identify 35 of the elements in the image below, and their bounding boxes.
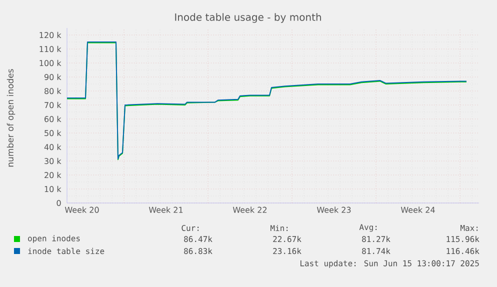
y-tick-label: 60 k xyxy=(44,116,62,122)
y-tick-label: 100 k xyxy=(40,60,62,66)
x-tick-label: Week 23 xyxy=(316,206,351,213)
y-tick-label: 110 k xyxy=(40,46,62,52)
text: Max: xyxy=(460,225,478,231)
y-tick-label: 10 k xyxy=(44,186,62,192)
text: 86.83k xyxy=(184,248,212,254)
text: Cur: xyxy=(182,224,199,232)
text: 81.74k xyxy=(362,248,390,254)
y-tick-label: 30 k xyxy=(44,158,62,164)
chart-title: Inode table usage - by month xyxy=(175,13,321,23)
text: 23.16k xyxy=(273,248,302,254)
text: Last update: Sun Jun 15 13:00:17 2025 xyxy=(300,260,479,268)
legend-label: open inodes xyxy=(28,235,80,243)
y-tick-label: 70 k xyxy=(44,102,62,108)
x-tick-label: Week 22 xyxy=(232,206,267,213)
y-tick-label: 20 k xyxy=(44,172,62,178)
legend-label: inode table size xyxy=(28,248,104,254)
text: 81.27k xyxy=(362,236,390,242)
text: Avg: xyxy=(359,224,377,232)
y-tick-label: 90 k xyxy=(44,74,62,80)
y-tick-label: 0 xyxy=(56,200,61,206)
y-tick-label: 120 k xyxy=(40,32,62,38)
y-tick-label: 40 k xyxy=(44,144,62,150)
text: Min: xyxy=(270,224,288,232)
y-tick-label: 80 k xyxy=(44,88,62,94)
x-tick-label: Week 20 xyxy=(64,206,99,213)
x-tick-label: Week 24 xyxy=(400,206,435,213)
y-axis-title: number of open inodes xyxy=(6,69,16,167)
text: 22.67k xyxy=(273,236,302,242)
x-tick-label: Week 21 xyxy=(148,206,183,213)
text: 86.47k xyxy=(184,236,212,242)
y-tick-label: 50 k xyxy=(44,130,62,136)
text: 116.46k xyxy=(446,248,480,254)
text: 115.96k xyxy=(446,236,480,242)
